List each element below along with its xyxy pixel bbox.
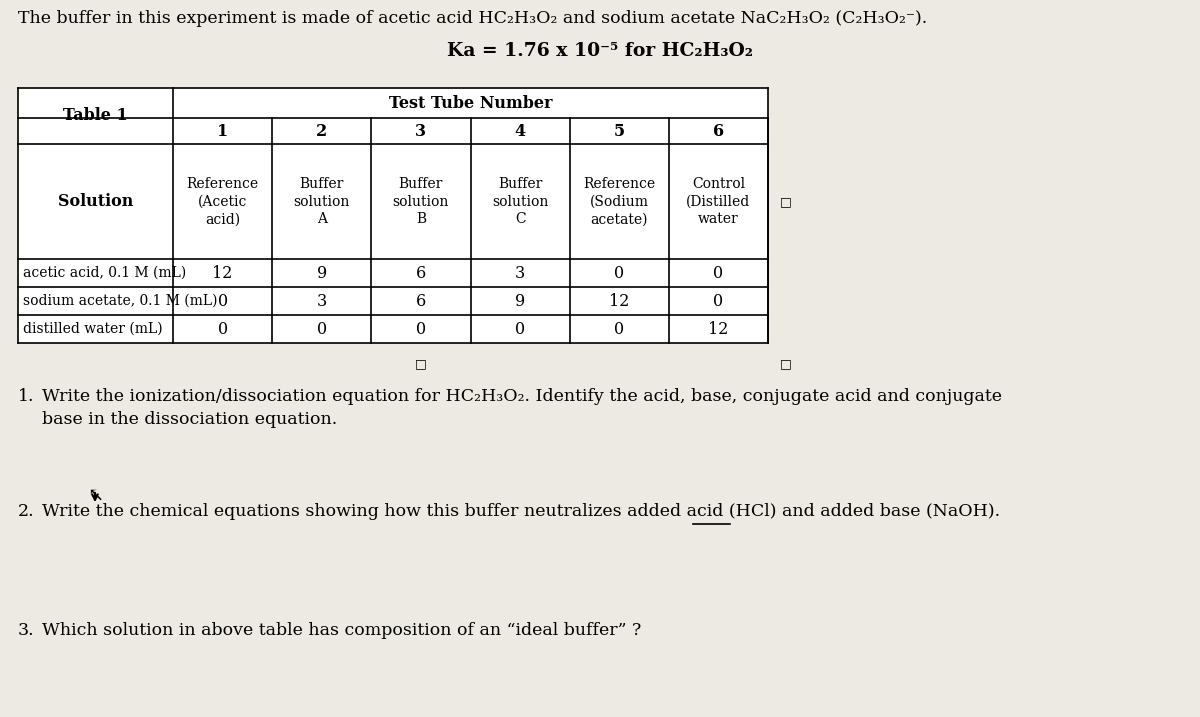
Text: The buffer in this experiment is made of acetic acid HC₂H₃O₂ and sodium acetate : The buffer in this experiment is made of… xyxy=(18,10,928,27)
Text: 3: 3 xyxy=(415,123,426,140)
Text: distilled water (mL): distilled water (mL) xyxy=(23,322,163,336)
Text: 6: 6 xyxy=(415,265,426,282)
Text: 6: 6 xyxy=(713,123,724,140)
Text: ↖: ↖ xyxy=(86,487,103,505)
Text: acetic acid, 0.1 M (mL): acetic acid, 0.1 M (mL) xyxy=(23,266,186,280)
Text: Solution: Solution xyxy=(58,193,133,210)
Text: 3.: 3. xyxy=(18,622,35,639)
Text: 2: 2 xyxy=(316,123,328,140)
Text: 3: 3 xyxy=(317,293,326,310)
Text: 0: 0 xyxy=(416,320,426,338)
Text: 3: 3 xyxy=(515,265,526,282)
Text: Control
(Distilled
water: Control (Distilled water xyxy=(686,176,750,227)
Text: 0: 0 xyxy=(713,293,724,310)
Text: Write the ionization/dissociation equation for HC₂H₃O₂. Identify the acid, base,: Write the ionization/dissociation equati… xyxy=(42,388,1002,429)
Text: □: □ xyxy=(415,357,427,370)
Text: 12: 12 xyxy=(708,320,728,338)
Text: 0: 0 xyxy=(713,265,724,282)
Text: 6: 6 xyxy=(415,293,426,310)
Text: sodium acetate, 0.1 M (mL): sodium acetate, 0.1 M (mL) xyxy=(23,294,217,308)
Text: Buffer
solution
C: Buffer solution C xyxy=(492,176,548,227)
Text: □: □ xyxy=(780,357,792,370)
Text: 12: 12 xyxy=(610,293,630,310)
Text: □: □ xyxy=(780,195,792,208)
Text: 5: 5 xyxy=(613,123,625,140)
Text: 0: 0 xyxy=(317,320,326,338)
Text: Buffer
solution
A: Buffer solution A xyxy=(294,176,350,227)
Text: 0: 0 xyxy=(614,320,624,338)
Text: Ka = 1.76 x 10⁻⁵ for HC₂H₃O₂: Ka = 1.76 x 10⁻⁵ for HC₂H₃O₂ xyxy=(446,42,754,60)
Text: 9: 9 xyxy=(317,265,326,282)
Text: Reference
(Acetic
acid): Reference (Acetic acid) xyxy=(186,176,259,227)
Text: Write the chemical equations showing how this buffer neutralizes added acid (HCl: Write the chemical equations showing how… xyxy=(42,503,1000,520)
Text: 2.: 2. xyxy=(18,503,35,520)
Text: 0: 0 xyxy=(515,320,526,338)
Text: 9: 9 xyxy=(515,293,526,310)
Text: 4: 4 xyxy=(515,123,526,140)
Bar xyxy=(18,88,768,343)
Text: 0: 0 xyxy=(614,265,624,282)
Text: Buffer
solution
B: Buffer solution B xyxy=(392,176,449,227)
Text: 0: 0 xyxy=(217,293,228,310)
Text: 1.: 1. xyxy=(18,388,35,405)
Text: Table 1: Table 1 xyxy=(64,108,128,125)
Text: 1: 1 xyxy=(217,123,228,140)
Text: Test Tube Number: Test Tube Number xyxy=(389,95,552,112)
Text: 12: 12 xyxy=(212,265,233,282)
Text: Which solution in above table has composition of an “ideal buffer” ?: Which solution in above table has compos… xyxy=(42,622,641,639)
Text: 0: 0 xyxy=(217,320,228,338)
Text: Reference
(Sodium
acetate): Reference (Sodium acetate) xyxy=(583,176,655,227)
